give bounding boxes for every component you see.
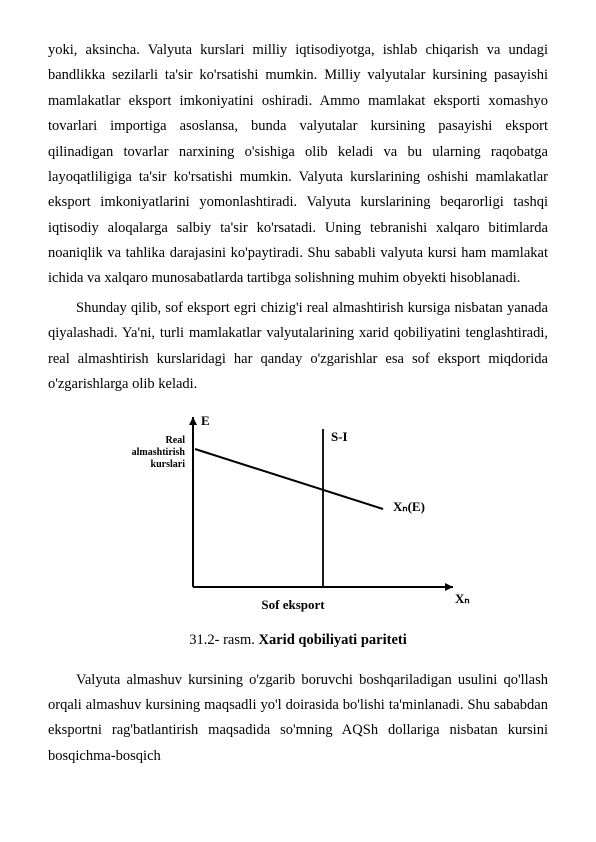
svg-text:Real: Real	[166, 435, 186, 446]
svg-text:Xₙ(E): Xₙ(E)	[393, 499, 425, 514]
svg-text:E: E	[201, 413, 210, 428]
paragraph-3: Valyuta almashuv kursining o'zgarib boru…	[48, 668, 548, 770]
caption-title: Xarid qobiliyati pariteti	[259, 632, 407, 648]
svg-text:Xₙ: Xₙ	[455, 591, 470, 606]
figure-caption: 31.2- rasm. Xarid qobiliyati pariteti	[48, 628, 548, 653]
chart-svg: E Realalmashtirishkurslari S-I Xₙ(E) Xₙ Sof e…	[113, 407, 483, 622]
chart-container: E Realalmashtirishkurslari S-I Xₙ(E) Xₙ Sof e…	[48, 407, 548, 622]
caption-prefix: 31.2- rasm.	[189, 632, 258, 648]
paragraph-2: Shunday qilib, sof eksport egri chizig'i…	[48, 296, 548, 398]
paragraph-1: yoki, aksincha. Valyuta kurslari milliy …	[48, 38, 548, 292]
svg-text:almashtirish: almashtirish	[132, 447, 186, 458]
svg-text:Sof eksport: Sof eksport	[261, 597, 325, 612]
svg-text:kurslari: kurslari	[151, 459, 186, 470]
svg-text:S-I: S-I	[331, 429, 348, 444]
